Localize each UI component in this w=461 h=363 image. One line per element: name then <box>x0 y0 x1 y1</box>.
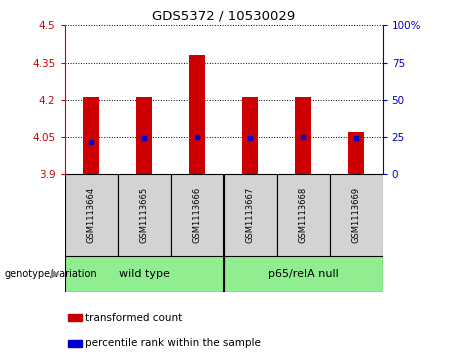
Bar <box>65 174 118 256</box>
Bar <box>348 132 364 174</box>
Text: ▶: ▶ <box>52 269 60 279</box>
Bar <box>242 97 258 174</box>
Bar <box>330 174 383 256</box>
Text: transformed count: transformed count <box>85 313 183 323</box>
Bar <box>224 174 277 256</box>
Bar <box>136 97 152 174</box>
Title: GDS5372 / 10530029: GDS5372 / 10530029 <box>152 10 295 23</box>
Bar <box>224 256 383 292</box>
Text: genotype/variation: genotype/variation <box>5 269 97 279</box>
Text: GSM1113666: GSM1113666 <box>193 187 201 243</box>
Bar <box>118 174 171 256</box>
Bar <box>65 256 224 292</box>
Bar <box>277 174 330 256</box>
Text: GSM1113668: GSM1113668 <box>299 187 307 243</box>
Text: GSM1113665: GSM1113665 <box>140 187 148 243</box>
Bar <box>189 55 205 174</box>
Text: GSM1113667: GSM1113667 <box>246 187 254 243</box>
Text: percentile rank within the sample: percentile rank within the sample <box>85 338 261 348</box>
Bar <box>295 97 311 174</box>
Text: wild type: wild type <box>118 269 170 279</box>
Bar <box>68 340 82 347</box>
Bar <box>171 174 224 256</box>
Text: GSM1113669: GSM1113669 <box>352 187 361 243</box>
Bar <box>83 97 99 174</box>
Text: GSM1113664: GSM1113664 <box>87 187 95 243</box>
Text: p65/relA null: p65/relA null <box>268 269 338 279</box>
Bar <box>68 314 82 321</box>
